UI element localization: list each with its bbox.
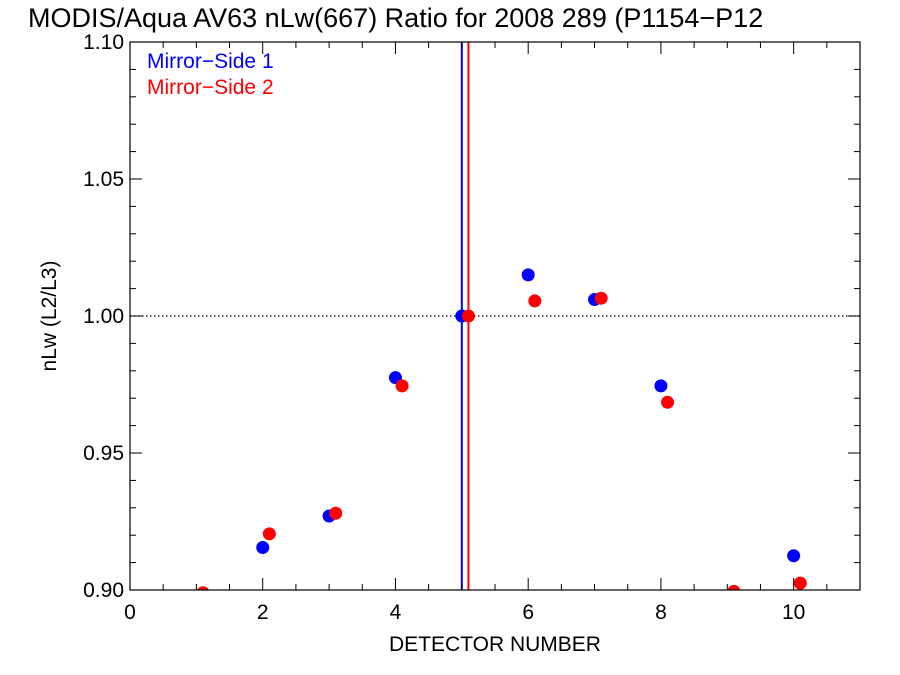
series-2-point bbox=[528, 294, 542, 308]
series-1-point bbox=[787, 549, 801, 563]
x-tick-label: 4 bbox=[390, 601, 402, 624]
series-1-point bbox=[190, 594, 203, 607]
x-tick-label: 0 bbox=[124, 601, 136, 624]
y-tick-label: 1.00 bbox=[83, 305, 124, 328]
y-tick-label: 0.90 bbox=[83, 579, 124, 602]
x-tick-label: 8 bbox=[655, 601, 667, 624]
x-axis-label: DETECTOR NUMBER bbox=[389, 633, 601, 656]
x-tick-label: 2 bbox=[257, 601, 269, 624]
series-2-point bbox=[197, 586, 209, 590]
y-axis-label: nLw (L2/L3) bbox=[38, 261, 61, 372]
series-2-point bbox=[594, 291, 608, 305]
series-2-point bbox=[727, 584, 741, 590]
series-2-point bbox=[262, 527, 276, 541]
x-tick-label: 10 bbox=[782, 601, 805, 624]
y-tick-label: 1.05 bbox=[83, 168, 124, 191]
series-2-point bbox=[329, 506, 343, 520]
series-2-point bbox=[461, 309, 475, 323]
series-2-point bbox=[395, 379, 409, 393]
legend-entry-2: Mirror−Side 2 bbox=[147, 76, 274, 99]
x-tick-label: 6 bbox=[522, 601, 534, 624]
y-tick-label: 1.10 bbox=[83, 31, 124, 54]
series-2-point bbox=[661, 395, 675, 409]
series-1-point bbox=[654, 379, 668, 393]
chart-title: MODIS/Aqua AV63 nLw(667) Ratio for 2008 … bbox=[28, 3, 764, 33]
series-1-point bbox=[256, 541, 270, 555]
series-1-point bbox=[721, 597, 734, 610]
y-tick-label: 0.95 bbox=[83, 442, 124, 465]
legend-entry-1: Mirror−Side 1 bbox=[147, 50, 274, 73]
series-1-point bbox=[521, 268, 535, 282]
series-2-point bbox=[793, 576, 807, 590]
